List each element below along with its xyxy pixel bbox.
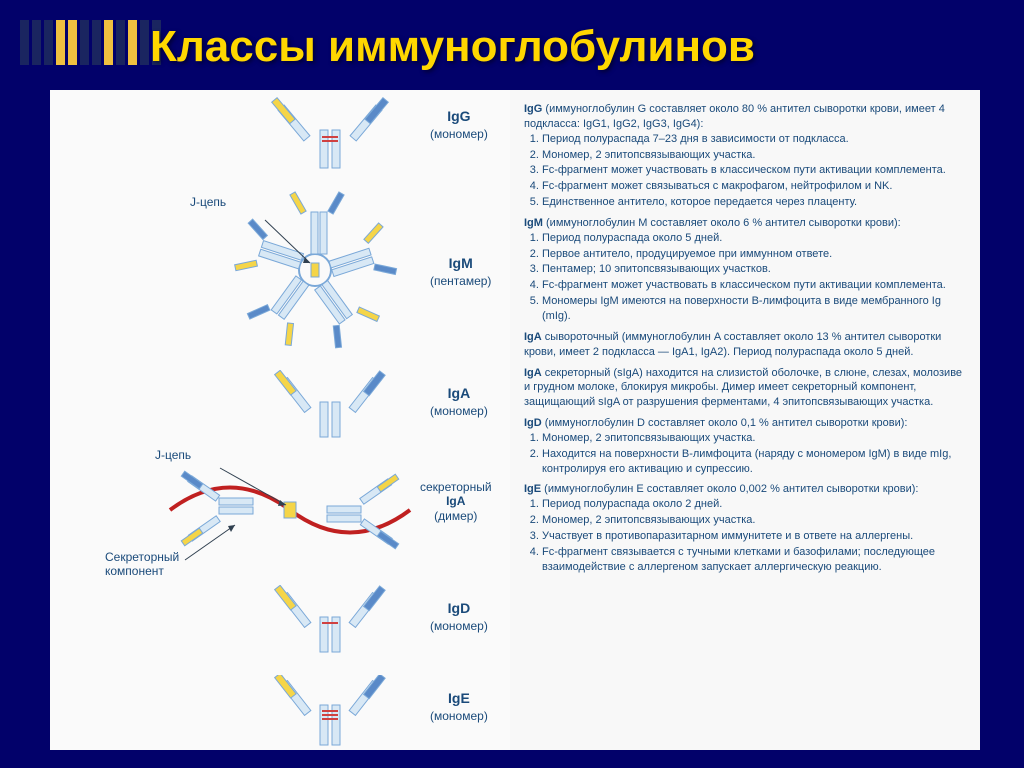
list-item: Fc-фрагмент может связываться с макрофаг…: [542, 179, 966, 194]
ige-diagram: [250, 675, 410, 747]
igg-diagram: [250, 95, 410, 170]
list-item: Fc-фрагмент связывается с тучными клетка…: [542, 545, 966, 575]
list-item: Период полураспада около 2 дней.: [542, 497, 966, 512]
text-section: IgA секреторный (sIgA) находится на слиз…: [524, 366, 966, 411]
text-section: IgG (иммуноглобулин G составляет около 8…: [524, 102, 966, 210]
list-item: Находится на поверхности B-лимфоцита (на…: [542, 447, 966, 477]
list-item: Мономеры IgM имеются на поверхности B-ли…: [542, 294, 966, 324]
list-item: Fc-фрагмент может участвовать в классиче…: [542, 163, 966, 178]
list-item: Fc-фрагмент может участвовать в классиче…: [542, 278, 966, 293]
content-panel: IgG(мономер) IgM(пентамер) J-цепь IgA(мо…: [50, 90, 980, 750]
igm-diagram: [205, 175, 425, 365]
igd-diagram: [250, 585, 410, 655]
iga-secretory-callout: Секреторный компонент: [105, 550, 179, 578]
list-item: Период полураспада 7–23 дня в зависимост…: [542, 132, 966, 147]
igm-label: IgM(пентамер): [430, 255, 491, 289]
text-section: IgE (иммуноглобулин E составляет около 0…: [524, 482, 966, 574]
text-panel: IgG (иммуноглобулин G составляет около 8…: [510, 90, 980, 750]
list-item: Пентамер; 10 эпитопсвязывающих участков.: [542, 262, 966, 277]
ige-label: IgE(мономер): [430, 690, 488, 724]
iga-mono-label: IgA(мономер): [430, 385, 488, 419]
iga-dimer-label: секреторный IgA (димер): [420, 480, 492, 523]
iga-mono-diagram: [250, 370, 410, 440]
igg-label: IgG(мономер): [430, 108, 488, 142]
list-item: Единственное антитело, которое передаетс…: [542, 195, 966, 210]
list-item: Мономер, 2 эпитопсвязывающих участка.: [542, 431, 966, 446]
text-section: IgM (иммуноглобулин M составляет около 6…: [524, 216, 966, 324]
page-title: Классы иммуноглобулинов: [150, 22, 755, 72]
list-item: Мономер, 2 эпитопсвязывающих участка.: [542, 148, 966, 163]
list-item: Первое антитело, продуцируемое при иммун…: [542, 247, 966, 262]
list-item: Период полураспада около 5 дней.: [542, 231, 966, 246]
list-item: Мономер, 2 эпитопсвязывающих участка.: [542, 513, 966, 528]
header-decorations: [20, 20, 161, 65]
text-section: IgA сывороточный (иммуноглобулин A соста…: [524, 330, 966, 360]
text-section: IgD (иммуноглобулин D составляет около 0…: [524, 416, 966, 476]
igd-label: IgD(мономер): [430, 600, 488, 634]
igm-jchain-callout: J-цепь: [190, 195, 226, 209]
diagram-panel: IgG(мономер) IgM(пентамер) J-цепь IgA(мо…: [50, 90, 510, 750]
iga-jchain-callout: J-цепь: [155, 448, 191, 462]
list-item: Участвует в противопаразитарном иммуните…: [542, 529, 966, 544]
